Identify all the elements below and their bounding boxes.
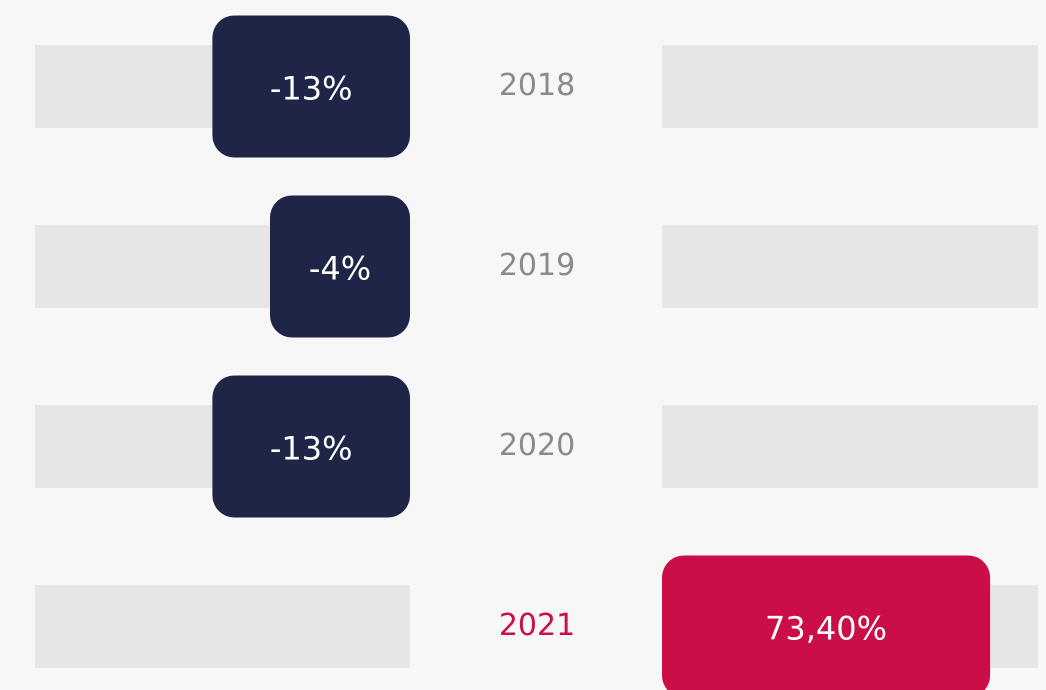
track — [662, 405, 1038, 488]
track — [35, 585, 410, 668]
category-label: 2021 — [499, 608, 575, 643]
track — [662, 225, 1038, 308]
category-label: 2019 — [499, 248, 575, 283]
value-label: -13% — [270, 70, 353, 108]
category-label: 2018 — [499, 68, 575, 103]
track — [662, 45, 1038, 128]
bar — [662, 555, 991, 690]
value-label: -4% — [309, 250, 371, 288]
category-label: 2020 — [499, 428, 575, 463]
value-label: 73,40% — [765, 610, 887, 648]
bar — [212, 15, 410, 158]
bar — [212, 375, 410, 518]
bar — [270, 195, 410, 338]
value-label: -13% — [270, 430, 353, 468]
